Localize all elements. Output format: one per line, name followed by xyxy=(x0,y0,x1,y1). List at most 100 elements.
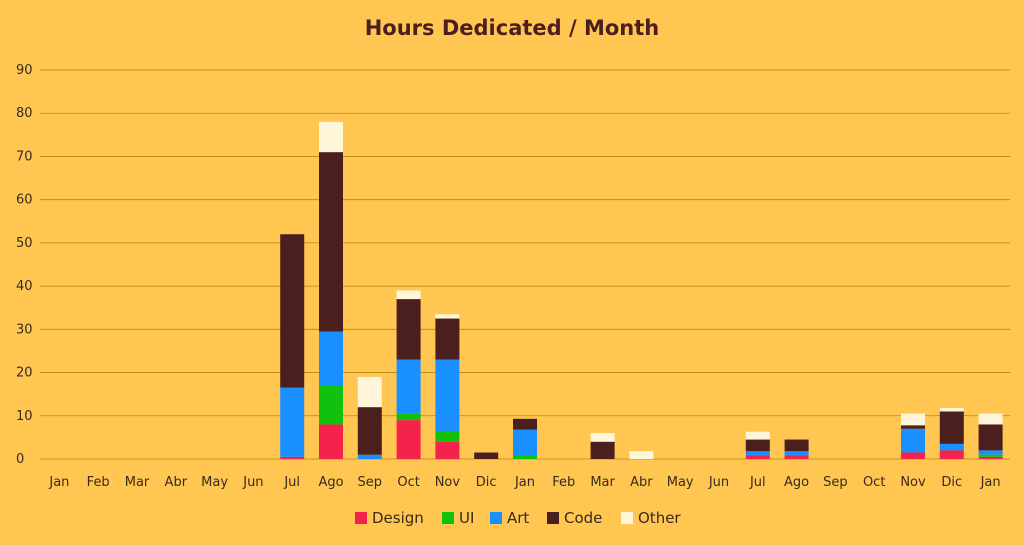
x-tick-label: Dic xyxy=(476,475,497,490)
x-tick-label: Feb xyxy=(552,475,575,490)
bar-segment-other xyxy=(901,413,925,426)
bar-segment-ui xyxy=(435,430,460,442)
bar-segment-other xyxy=(396,290,421,300)
bar-segment-code xyxy=(978,424,1003,451)
y-tick-label: 60 xyxy=(16,193,33,208)
legend-label: Other xyxy=(638,509,681,527)
x-tick-label: Abr xyxy=(165,475,188,490)
x-tick-label: Nov xyxy=(900,475,926,490)
bar-segment-other xyxy=(319,121,343,153)
bar-segment-other xyxy=(745,431,770,440)
x-tick-label: Sep xyxy=(823,475,848,490)
bar-segment-code xyxy=(745,439,770,452)
x-tick-label: Oct xyxy=(397,475,419,490)
x-tick-label: Nov xyxy=(435,475,461,490)
bars xyxy=(280,121,1003,459)
x-tick-label: Jun xyxy=(708,475,729,490)
x-tick-label: Ago xyxy=(318,475,343,490)
bar-segment-code xyxy=(280,234,305,388)
y-tick-label: 10 xyxy=(16,409,33,424)
bar-segment-art xyxy=(357,454,382,459)
x-tick-label: Jan xyxy=(980,475,1001,490)
bar-segment-ui xyxy=(396,413,421,421)
legend-label: UI xyxy=(459,509,474,527)
x-tick-label: Dic xyxy=(941,475,962,490)
bar-segment-code xyxy=(357,407,382,455)
x-tick-label: Mar xyxy=(125,475,150,490)
x-tick-label: Jan xyxy=(48,475,69,490)
legend-label: Code xyxy=(564,509,602,527)
bar-segment-design xyxy=(784,455,809,459)
bar-segment-art xyxy=(435,359,460,431)
bar-segment-art xyxy=(978,450,1003,455)
y-tick-label: 50 xyxy=(16,236,33,251)
x-tick-label: Jul xyxy=(749,475,766,490)
bar-segment-other xyxy=(435,314,460,319)
legend-swatch xyxy=(490,512,502,524)
x-tick-label: Ago xyxy=(784,475,809,490)
bar-segment-code xyxy=(513,418,537,430)
x-tick-label: Sep xyxy=(358,475,383,490)
legend-item-design: Design xyxy=(355,509,424,527)
legend-swatch xyxy=(442,512,454,524)
legend-item-ui: UI xyxy=(442,509,474,527)
bar-segment-art xyxy=(513,429,537,456)
bar-segment-other xyxy=(357,376,382,408)
legend-swatch xyxy=(547,512,559,524)
gridlines xyxy=(40,69,1010,460)
x-tick-label: Abr xyxy=(630,475,653,490)
x-tick-label: Jun xyxy=(242,475,263,490)
bar-segment-design xyxy=(435,441,460,459)
bar-segment-code xyxy=(319,152,343,332)
bar-segment-design xyxy=(745,455,770,459)
y-tick-label: 30 xyxy=(16,322,33,337)
bar-segment-art xyxy=(939,443,964,451)
bar-segment-ui xyxy=(513,455,537,459)
legend-swatch xyxy=(355,512,367,524)
legend-item-art: Art xyxy=(490,509,529,527)
bar-segment-other xyxy=(978,413,1003,425)
x-tick-label: Oct xyxy=(863,475,885,490)
bar-segment-design xyxy=(319,424,343,459)
x-tick-label: Mar xyxy=(590,475,615,490)
bar-segment-code xyxy=(784,439,809,452)
bar-segment-design xyxy=(280,456,305,459)
bar-segment-other xyxy=(629,451,654,459)
bar-segment-art xyxy=(901,428,925,453)
bar-segment-design xyxy=(939,450,964,459)
legend: Design UI Art Code Other xyxy=(355,509,681,527)
x-axis: Jan Feb Mar Abr May Jun Jul Ago Sep Oct Nov Dic Jan F… xyxy=(48,475,1000,490)
bar-segment-code xyxy=(435,318,460,360)
y-tick-label: 90 xyxy=(16,63,33,78)
x-tick-label: May xyxy=(201,475,228,490)
y-tick-label: 80 xyxy=(16,106,33,121)
bar-segment-art xyxy=(280,387,305,457)
legend-item-code: Code xyxy=(547,509,602,527)
y-tick-label: 40 xyxy=(16,279,33,294)
bar-segment-ui xyxy=(978,454,1003,457)
bar-segment-art xyxy=(784,451,809,456)
y-tick-label: 0 xyxy=(16,452,24,467)
x-tick-label: Feb xyxy=(87,475,110,490)
legend-swatch xyxy=(621,512,633,524)
bar-segment-code xyxy=(474,452,499,459)
x-tick-label: May xyxy=(667,475,694,490)
bar-segment-other xyxy=(939,407,964,412)
bar-segment-code xyxy=(939,411,964,444)
x-tick-label: Jul xyxy=(283,475,300,490)
chart-title: Hours Dedicated / Month xyxy=(365,16,660,40)
bar-segment-ui xyxy=(319,385,343,425)
bar-segment-art xyxy=(396,359,421,414)
bar-segment-design xyxy=(901,452,925,459)
legend-label: Art xyxy=(507,509,529,527)
x-tick-label: Jan xyxy=(514,475,535,490)
y-tick-label: 70 xyxy=(16,149,33,164)
bar-segment-code xyxy=(396,299,421,360)
bar-segment-art xyxy=(745,451,770,456)
legend-item-other: Other xyxy=(621,509,681,527)
y-tick-label: 20 xyxy=(16,366,33,381)
y-axis: 0 10 20 30 40 50 60 70 80 90 xyxy=(16,63,33,467)
bar-segment-design xyxy=(978,456,1003,459)
